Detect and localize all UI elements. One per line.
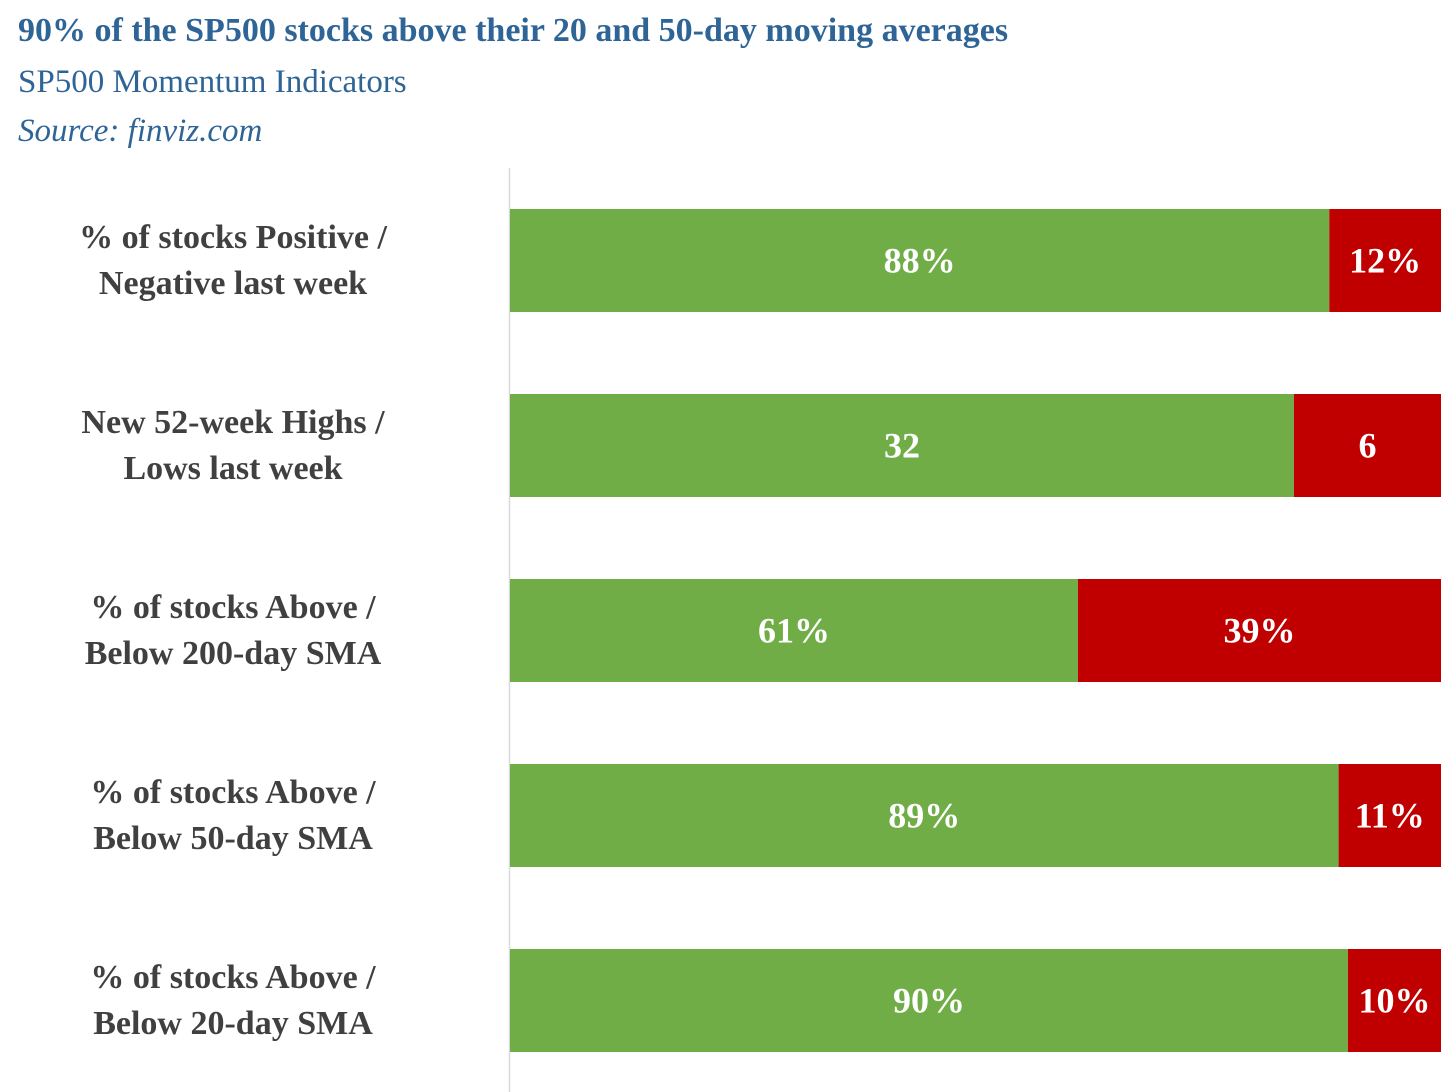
category-label-1-line-2: Negative last week (99, 265, 367, 302)
bar-segment-negative-2 (1293, 394, 1441, 497)
data-label-negative-5: 10% (1358, 981, 1430, 1021)
bar-segment-positive-2 (510, 394, 1294, 497)
chart-source: Source: finviz.com (18, 113, 263, 149)
data-label-negative-1: 12% (1349, 241, 1421, 281)
bar-segment-positive-5 (510, 949, 1348, 1052)
data-label-negative-3: 39% (1223, 611, 1295, 651)
category-label-4-line-2: Below 50-day SMA (93, 820, 373, 857)
category-label-2-line-1: New 52-week Highs / (81, 404, 385, 441)
data-label-positive-4: 89% (888, 796, 960, 836)
bar-segment-negative-1 (1329, 209, 1441, 312)
data-label-positive-5: 90% (893, 981, 965, 1021)
data-label-negative-4: 11% (1355, 796, 1425, 836)
data-label-positive-1: 88% (884, 241, 956, 281)
data-label-positive-2: 32 (884, 426, 920, 466)
bar-segment-positive-4 (510, 764, 1339, 867)
bar-segment-positive-3 (510, 579, 1078, 682)
category-label-5-line-1: % of stocks Above / (90, 959, 376, 996)
chart-subtitle: SP500 Momentum Indicators (18, 64, 407, 100)
category-label-2-line-2: Lows last week (123, 450, 342, 487)
bar-segment-negative-4 (1338, 764, 1441, 867)
category-label-4-line-1: % of stocks Above / (90, 774, 376, 811)
category-label-5-line-2: Below 20-day SMA (93, 1005, 373, 1042)
chart-title: 90% of the SP500 stocks above their 20 a… (18, 12, 1009, 49)
data-label-positive-3: 61% (758, 611, 830, 651)
category-label-3-line-1: % of stocks Above / (90, 589, 376, 626)
bar-segment-negative-5 (1347, 949, 1441, 1052)
bar-segment-negative-3 (1077, 579, 1441, 682)
bar-segment-positive-1 (510, 209, 1330, 312)
category-label-3-line-2: Below 200-day SMA (85, 635, 382, 672)
data-label-negative-2: 6 (1358, 426, 1376, 466)
category-label-1-line-1: % of stocks Positive / (79, 219, 387, 256)
